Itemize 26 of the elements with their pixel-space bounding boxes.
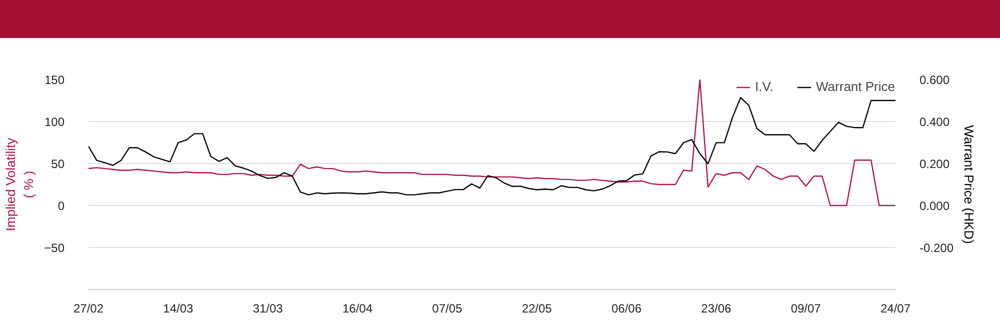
x-tick-label: 07/05	[432, 302, 463, 316]
x-tick-label: 27/02	[73, 302, 104, 316]
y2-tick-label: 0.000	[920, 199, 950, 213]
y2-tick-label: 0.200	[920, 157, 950, 171]
y2-tick-label: 0.600	[920, 73, 950, 87]
y-tick-label: 100	[44, 115, 65, 129]
line-series	[88, 80, 896, 206]
y2-axis-title: Warrant Price (HKD)	[962, 125, 977, 244]
legend-label: Warrant Price	[816, 79, 895, 94]
x-tick-label: 24/07	[880, 302, 911, 316]
x-tick-label: 14/03	[163, 302, 194, 316]
x-tick-label: 31/03	[252, 302, 284, 316]
y-tick-label: 0	[58, 199, 65, 213]
y-axis-title: Implied Volatility ( % )	[3, 137, 36, 232]
x-tick-label: 22/05	[522, 302, 552, 316]
y2-tick-label: 0.400	[920, 115, 950, 129]
line-series	[88, 96, 896, 196]
x-tick-label: 09/07	[790, 302, 822, 316]
y2-tick-label: -0.200	[920, 241, 954, 255]
legend-label: I.V.	[755, 79, 774, 94]
x-tick-label: 06/06	[611, 302, 642, 316]
y-tick-label: 150	[44, 73, 65, 87]
x-tick-label: 16/04	[342, 302, 373, 316]
x-tick-label: 23/06	[701, 302, 732, 316]
y-tick-label: −50	[44, 241, 65, 255]
y-tick-label: 50	[51, 157, 65, 171]
